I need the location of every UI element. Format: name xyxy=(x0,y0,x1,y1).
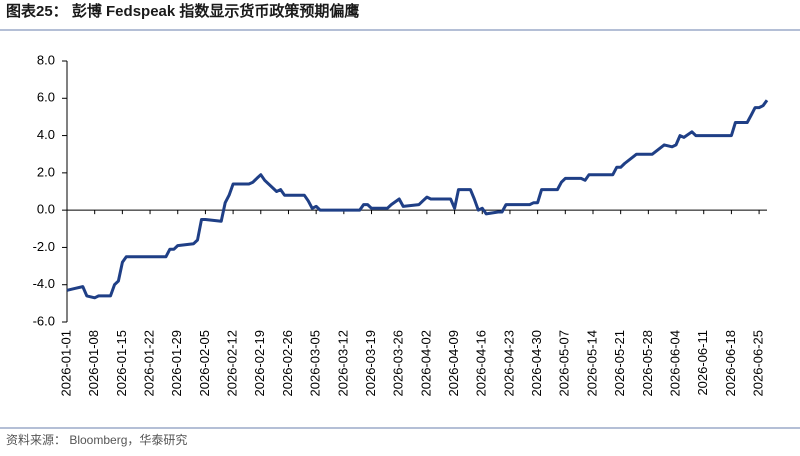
x-tick-label: 2026-03-12 xyxy=(335,330,350,397)
x-tick-label: 2026-02-12 xyxy=(225,330,240,397)
x-tick-label: 2026-03-26 xyxy=(391,330,406,397)
y-tick-label: -6.0 xyxy=(33,313,55,328)
y-tick-label: 0.0 xyxy=(37,202,55,217)
x-tick-label: 2026-06-04 xyxy=(667,330,682,397)
x-tick-label: 2026-03-05 xyxy=(308,330,323,397)
x-tick-label: 2026-02-26 xyxy=(280,330,295,397)
chart-title: 图表25： 彭博 Fedspeak 指数显示货币政策预期偏鹰 xyxy=(6,2,359,20)
x-tick-label: 2026-05-21 xyxy=(612,330,627,397)
line-series xyxy=(66,99,769,300)
x-tick-label: 2026-01-29 xyxy=(169,330,184,397)
y-tick-label: -4.0 xyxy=(33,276,55,291)
y-tick-label: 8.0 xyxy=(37,52,55,67)
x-tick-label: 2026-04-16 xyxy=(474,330,489,397)
y-tick-label: -2.0 xyxy=(33,239,55,254)
x-tick-label: 2026-02-19 xyxy=(252,330,267,397)
x-tick-label: 2026-04-02 xyxy=(418,330,433,397)
x-tick-label: 2026-06-25 xyxy=(751,330,766,397)
x-tick-label: 2026-06-18 xyxy=(723,330,738,397)
y-tick-label: 4.0 xyxy=(37,127,55,142)
x-tick-label: 2026-04-09 xyxy=(446,330,461,397)
x-tick-label: 2026-04-30 xyxy=(529,330,544,397)
source: 资料来源： Bloomberg，华泰研究 xyxy=(6,432,187,447)
x-tick-label: 2026-05-07 xyxy=(557,330,572,397)
x-tick-label: 2026-01-15 xyxy=(114,330,129,397)
y-tick-label: 6.0 xyxy=(37,90,55,105)
x-tick-label: 2026-01-22 xyxy=(141,330,156,397)
x-tick-label: 2026-06-11 xyxy=(695,330,710,396)
x-tick-label: 2026-02-05 xyxy=(197,330,212,397)
x-tick-label: 2026-04-23 xyxy=(501,330,516,397)
x-tick-label: 2026-01-01 xyxy=(58,330,73,397)
x-tick-label: 2026-03-19 xyxy=(363,330,378,397)
x-tick-label: 2026-05-14 xyxy=(584,330,599,397)
x-tick-label: 2026-05-28 xyxy=(640,330,655,397)
x-tick-label: 2026-01-08 xyxy=(86,330,101,397)
y-tick-label: 2.0 xyxy=(37,164,55,179)
